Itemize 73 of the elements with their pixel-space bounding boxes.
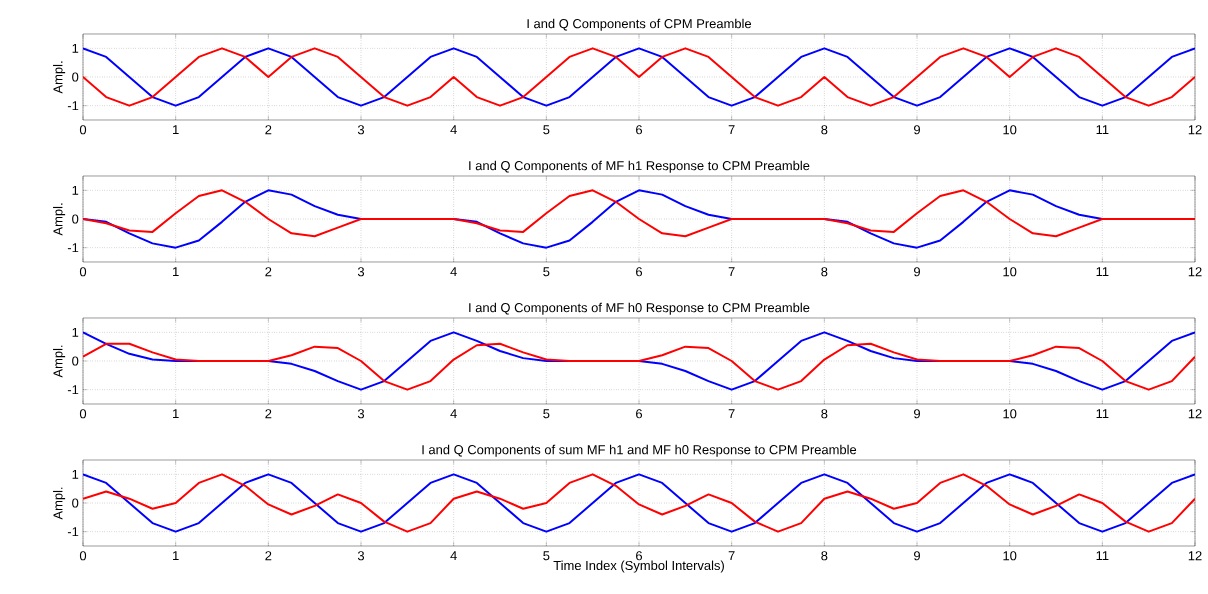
x-tick-label: 12	[1188, 125, 1202, 135]
x-tick-label: 12	[1188, 551, 1202, 561]
x-tick-label: 9	[914, 125, 920, 135]
x-tick-label: 1	[173, 267, 179, 277]
x-tick-label: 1	[173, 125, 179, 135]
x-tick-label: 6	[636, 125, 643, 135]
x-tick-label: 0	[79, 551, 87, 561]
x-tick-label: 2	[265, 551, 272, 561]
x-tick-label: 1	[173, 551, 179, 561]
x-tick-label: 10	[1003, 551, 1017, 561]
x-tick-label: 9	[914, 267, 920, 277]
x-tick-label: 4	[450, 409, 457, 419]
chart-title: I and Q Components of MF h0 Response to CPM Preamble	[469, 302, 810, 315]
x-tick-label: 5	[543, 551, 550, 561]
x-axis-title: Time Index (Symbol Intervals)	[553, 560, 724, 573]
x-tick-label: 10	[1003, 125, 1017, 135]
x-tick-label: 11	[1096, 551, 1109, 561]
x-tick-label: 3	[357, 267, 365, 277]
y-tick-label: 0	[72, 72, 79, 82]
x-tick-label: 5	[543, 409, 550, 419]
y-tick-label: 1	[72, 43, 79, 53]
chart-title: I and Q Components of CPM Preamble	[527, 18, 752, 31]
x-tick-label: 4	[450, 551, 457, 561]
x-tick-label: 0	[79, 125, 87, 135]
x-tick-label: 7	[728, 409, 735, 419]
y-tick-label: -1	[67, 385, 79, 395]
y-tick-label: -1	[67, 527, 79, 537]
x-tick-label: 2	[265, 125, 272, 135]
x-tick-label: 12	[1188, 267, 1202, 277]
x-tick-label: 3	[357, 551, 365, 561]
y-tick-label: 0	[72, 356, 79, 366]
y-axis-title: Ampl.	[53, 487, 66, 520]
x-tick-label: 4	[450, 125, 457, 135]
x-tick-label: 7	[728, 267, 735, 277]
x-tick-label: 8	[821, 267, 828, 277]
x-tick-label: 7	[728, 551, 735, 561]
x-tick-label: 11	[1096, 125, 1109, 135]
chart-title: I and Q Components of MF h1 Response to CPM Preamble	[469, 160, 810, 173]
y-tick-label: 1	[72, 469, 79, 479]
x-tick-label: 11	[1096, 409, 1109, 419]
x-tick-label: 11	[1096, 267, 1109, 277]
x-tick-label: 9	[914, 409, 920, 419]
x-tick-label: 9	[914, 551, 920, 561]
x-tick-label: 12	[1188, 409, 1202, 419]
x-tick-label: 7	[728, 125, 735, 135]
x-tick-label: 5	[543, 267, 550, 277]
x-tick-label: 6	[636, 409, 643, 419]
x-tick-label: 6	[636, 551, 643, 561]
y-tick-label: -1	[67, 101, 79, 111]
y-tick-label: 1	[72, 327, 79, 337]
y-axis-title: Ampl.	[53, 61, 66, 94]
x-tick-label: 0	[79, 267, 87, 277]
x-tick-label: 3	[357, 409, 365, 419]
y-tick-label: -1	[67, 243, 79, 253]
y-tick-label: 0	[72, 498, 79, 508]
x-tick-label: 6	[636, 267, 643, 277]
x-tick-label: 2	[265, 409, 272, 419]
x-tick-label: 8	[821, 409, 828, 419]
x-tick-label: 3	[357, 125, 365, 135]
x-tick-label: 4	[450, 267, 457, 277]
x-tick-label: 0	[79, 409, 87, 419]
chart-title: I and Q Components of sum MF h1 and MF h0 Response to CPM Preamble	[422, 444, 857, 457]
x-tick-label: 5	[543, 125, 550, 135]
y-axis-title: Ampl.	[53, 203, 66, 236]
x-tick-label: 10	[1003, 409, 1017, 419]
y-tick-label: 1	[72, 185, 79, 195]
x-tick-label: 8	[821, 125, 828, 135]
x-tick-label: 10	[1003, 267, 1017, 277]
x-tick-label: 2	[265, 267, 272, 277]
x-tick-label: 1	[173, 409, 179, 419]
x-tick-label: 8	[821, 551, 828, 561]
y-tick-label: 0	[72, 214, 79, 224]
y-axis-title: Ampl.	[53, 345, 66, 378]
